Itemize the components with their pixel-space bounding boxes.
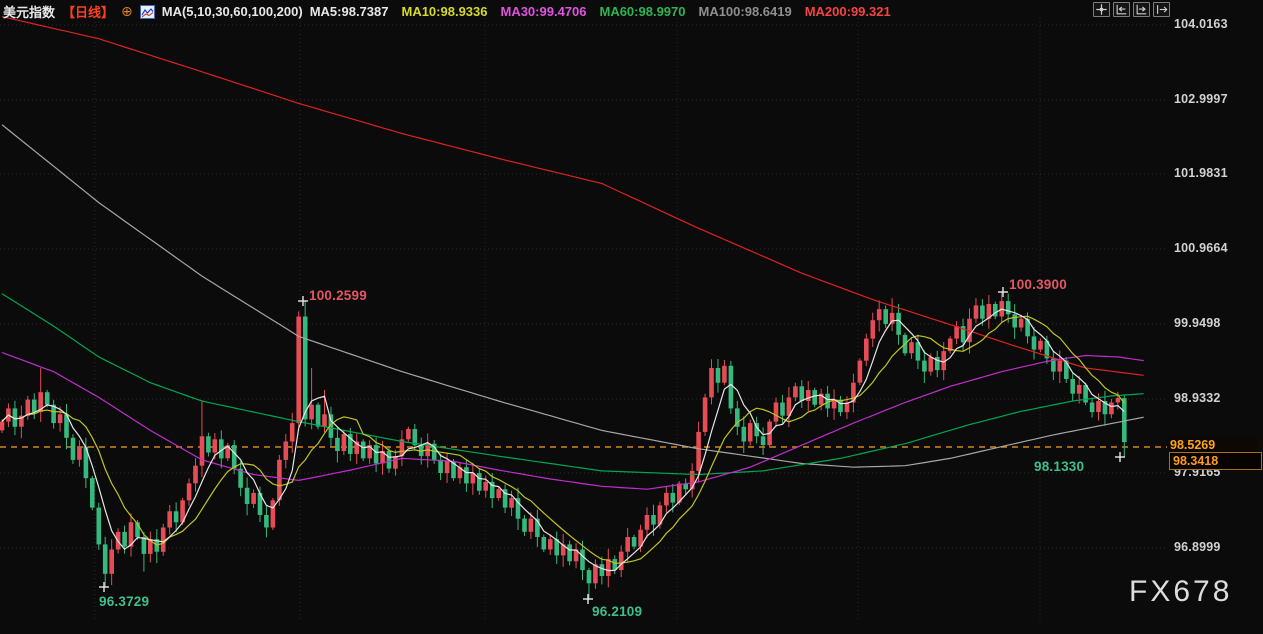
ma-line-ma100: [1, 124, 1144, 468]
ma-line-ma10: [1, 315, 1125, 564]
ma-legend-value: MA30:99.4706: [500, 4, 587, 19]
ma-legend-value: MA100:98.6419: [698, 4, 792, 19]
price-annotation: 98.1330: [1034, 459, 1085, 474]
chart-toolbar: [1093, 2, 1170, 17]
y-axis-label: 102.9997: [1174, 92, 1228, 106]
y-axis-label: 104.0163: [1174, 17, 1228, 31]
chart-type-icon[interactable]: [139, 4, 155, 19]
y-axis-label: 98.9332: [1174, 391, 1221, 405]
y-axis-label: 96.8999: [1174, 540, 1221, 554]
ma-legend: MA5:98.7387 MA10:98.9336 MA30:99.4706 MA60:…: [310, 4, 891, 19]
ma-legend-value: MA10:98.9336: [401, 4, 488, 19]
interval-label: 【日线】: [62, 5, 115, 20]
pan-right-icon[interactable]: [1133, 2, 1150, 17]
ma-line-ma60: [1, 293, 1144, 476]
ma-legend-value: MA5:98.7387: [309, 4, 389, 19]
ma-legend-value: MA60:98.9970: [599, 4, 686, 19]
ma-legend-value: MA200:99.321: [804, 4, 891, 19]
price-annotation: 96.2109: [592, 604, 643, 619]
level-price-tag: 98.5269: [1167, 437, 1258, 453]
price-annotation: 100.2599: [309, 288, 367, 303]
price-annotation: 96.3729: [99, 594, 150, 609]
jump-to-latest-icon[interactable]: [1153, 2, 1170, 17]
ma-line-ma200: [1, 16, 1144, 376]
crosshair-icon[interactable]: [1093, 2, 1110, 17]
y-axis-label: 101.9831: [1174, 166, 1228, 180]
ma-parameters-label: MA(5,10,30,60,100,200): [161, 4, 303, 19]
price-annotation: 100.3900: [1009, 277, 1067, 292]
ma-line-ma5: [1, 308, 1125, 572]
pan-left-icon[interactable]: [1113, 2, 1130, 17]
y-axis-label: 100.9664: [1174, 241, 1228, 255]
ma-line-ma30: [1, 351, 1144, 490]
add-indicator-icon[interactable]: ⊕: [121, 3, 133, 19]
chart-header: 美元指数 【日线】 ⊕ MA(5,10,30,60,100,200) MA5:98…: [3, 2, 891, 21]
symbol-title: 美元指数: [3, 5, 56, 20]
fx678-watermark: FX678: [1129, 575, 1233, 608]
last-price-tag: 98.3418: [1169, 452, 1262, 470]
y-axis-label: 99.9498: [1174, 316, 1221, 330]
